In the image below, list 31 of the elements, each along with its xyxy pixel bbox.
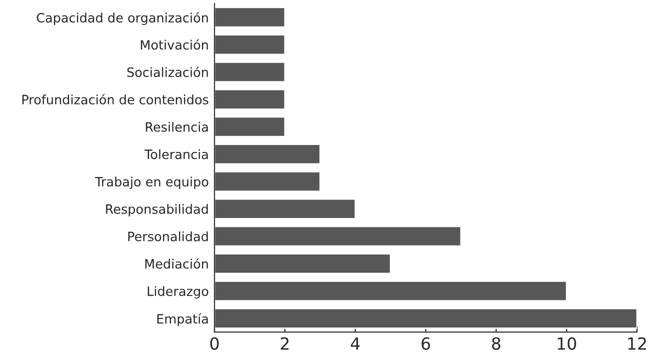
x-tick-label: 0 (210, 337, 219, 350)
bar (214, 144, 321, 165)
bar (214, 170, 321, 192)
y-tick-label: Capacidad de organización (36, 12, 208, 26)
y-tick-label: Empatía (157, 313, 208, 326)
y-tick-label: Responsabilidad (106, 204, 208, 216)
y-tick-label: Personalidad (128, 231, 208, 242)
bar (214, 88, 286, 110)
y-tick-label: Resilencia (146, 122, 208, 132)
x-tick-label: 4 (350, 337, 360, 350)
y-tick-label: Socialización (127, 66, 208, 78)
x-tick-label: 2 (280, 337, 289, 350)
bar (214, 6, 286, 28)
y-tick-label: Trabajo en equipo (94, 176, 208, 190)
bar (214, 34, 286, 56)
bar (214, 61, 286, 83)
x-tick-label: 6 (422, 337, 430, 350)
bar (214, 253, 392, 274)
bar (214, 308, 637, 329)
y-tick-label: Liderazgo (148, 286, 208, 299)
x-tick-label: 12 (628, 337, 646, 350)
y-tick-label: Tolerancia (144, 149, 208, 160)
y-tick-label: Mediación (145, 258, 208, 269)
bar (214, 116, 286, 138)
y-tick-label: Motivación (140, 39, 208, 50)
y-tick-label: Profundización de contenidos (22, 94, 208, 104)
bar (214, 280, 568, 302)
bar (214, 226, 462, 247)
bar (214, 198, 356, 220)
x-tick-label: 10 (558, 337, 576, 350)
x-tick-label: 8 (492, 337, 500, 350)
